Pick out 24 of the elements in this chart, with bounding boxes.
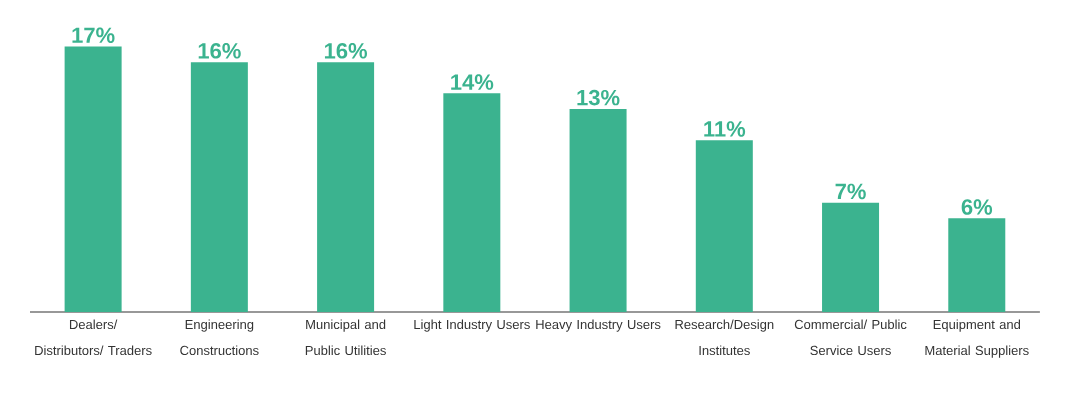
data-label: 17% xyxy=(72,27,115,43)
data-label: 16% xyxy=(324,43,368,59)
data-label: 14% xyxy=(451,74,494,90)
category-label: Commercial/ Public Service Users xyxy=(794,319,907,356)
bar xyxy=(695,140,753,312)
bar xyxy=(569,108,627,312)
x-tick-label: Equipment and Material Suppliers xyxy=(925,319,1029,358)
x-tick-label: Light Industry Users xyxy=(414,319,530,332)
data-label: 7% xyxy=(835,183,866,200)
x-tick-label: Municipal and Public Utilities xyxy=(305,319,386,356)
bar xyxy=(822,202,880,312)
bar xyxy=(64,46,122,312)
category-label: Dealers/ Distributors/ Traders xyxy=(35,319,152,356)
x-tick-label: Heavy Industry Users xyxy=(536,319,661,332)
x-tick-label: Engineering Constructions xyxy=(180,319,259,356)
bar xyxy=(190,62,248,312)
data-label: 13% xyxy=(577,89,620,106)
x-tick-label: Research/Design Institutes xyxy=(675,319,774,356)
data-label: 16% xyxy=(198,43,241,59)
data-label: 11% xyxy=(704,121,746,137)
bar xyxy=(948,218,1006,312)
data-label: 6% xyxy=(961,199,993,215)
bar xyxy=(443,93,501,312)
bar xyxy=(317,62,375,312)
